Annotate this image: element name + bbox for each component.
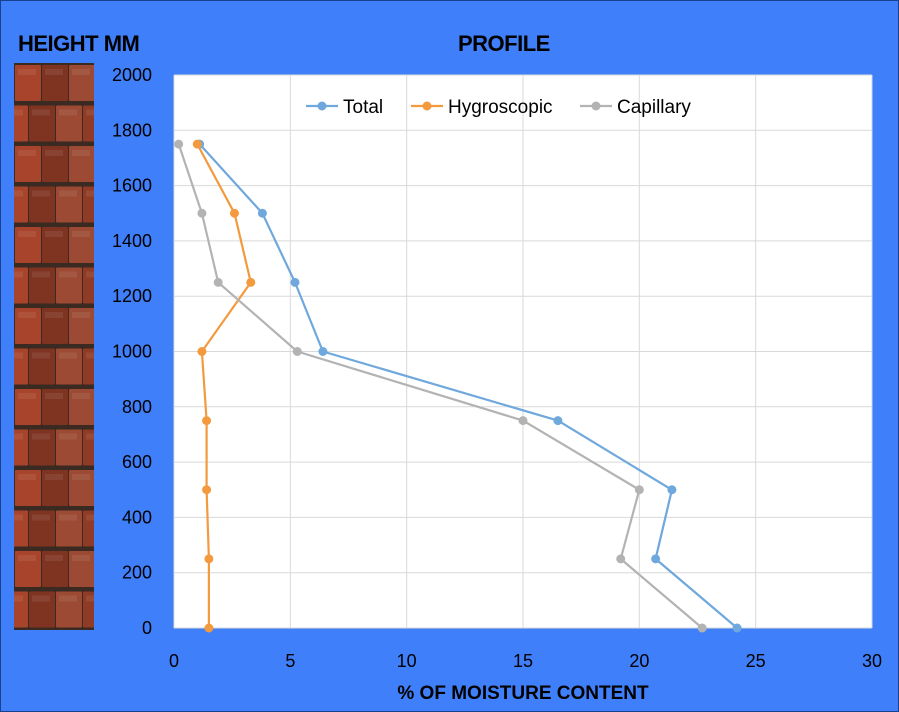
data-point-hygroscopic (246, 277, 256, 287)
data-point-capillary (518, 416, 528, 426)
x-tick-label: 10 (397, 651, 417, 671)
legend-label-total: Total (343, 97, 383, 118)
y-tick-label: 1600 (112, 176, 152, 196)
data-point-hygroscopic (192, 139, 202, 149)
gridlines (173, 74, 873, 629)
legend-label-hygroscopic: Hygroscopic (448, 97, 553, 118)
data-point-capillary (616, 554, 626, 564)
legend-item-capillary: Capillary (580, 97, 691, 118)
series (174, 139, 742, 633)
legend-marker-capillary (591, 101, 601, 111)
data-point-total (651, 554, 661, 564)
y-tick-label: 600 (122, 452, 152, 472)
y-tick-label: 400 (122, 507, 152, 527)
x-tick-label: 5 (285, 651, 295, 671)
y-tick-label: 2000 (112, 65, 152, 85)
data-point-capillary (197, 208, 207, 218)
data-point-hygroscopic (197, 347, 207, 356)
chart-title: PROFILE (458, 31, 550, 56)
data-point-capillary (292, 347, 302, 356)
series-capillary (174, 139, 707, 633)
data-point-hygroscopic (204, 554, 214, 564)
data-point-capillary (697, 623, 707, 633)
x-axis-label: % OF MOISTURE CONTENT (397, 683, 649, 704)
data-point-total (667, 485, 677, 495)
legend-label-capillary: Capillary (617, 97, 691, 118)
x-tick-label: 30 (862, 651, 882, 671)
legend: Total Hygroscopic Capillary (306, 97, 691, 118)
data-point-hygroscopic (229, 208, 239, 218)
y-tick-label: 800 (122, 397, 152, 417)
x-tick-label: 20 (629, 651, 649, 671)
x-tick-label: 15 (513, 651, 533, 671)
data-point-capillary (634, 485, 644, 495)
y-tick-label: 1200 (112, 286, 152, 306)
data-point-hygroscopic (204, 623, 214, 633)
data-point-total (553, 416, 563, 426)
y-tick-label: 1400 (112, 231, 152, 251)
data-point-capillary (174, 139, 184, 149)
legend-marker-total (317, 101, 327, 111)
legend-item-total: Total (306, 97, 383, 118)
series-line-capillary (177, 143, 703, 629)
series-total (195, 139, 742, 633)
height-axis-title: HEIGHT MM (18, 31, 140, 56)
axes: 0 200 400 600 800 1000 1200 1400 1600 1800 2000 0 5 1… (112, 65, 882, 671)
x-tick-label: 25 (746, 651, 766, 671)
data-point-hygroscopic (202, 416, 212, 426)
data-point-total (732, 623, 742, 633)
y-tick-label: 1800 (112, 120, 152, 140)
brick-wall-image (14, 63, 94, 630)
legend-item-hygroscopic: Hygroscopic (411, 97, 553, 118)
y-tick-label: 200 (122, 563, 152, 583)
data-point-total (257, 208, 267, 218)
data-point-total (318, 347, 328, 356)
y-tick-label: 0 (142, 618, 152, 638)
legend-marker-hygroscopic (422, 101, 432, 111)
x-tick-label: 0 (169, 651, 179, 671)
data-point-capillary (213, 277, 223, 287)
series-hygroscopic (192, 139, 256, 633)
series-line-hygroscopic (196, 143, 252, 628)
data-point-hygroscopic (202, 485, 212, 495)
data-point-total (290, 277, 300, 287)
series-line-total (198, 143, 738, 629)
y-tick-label: 1000 (112, 342, 152, 362)
